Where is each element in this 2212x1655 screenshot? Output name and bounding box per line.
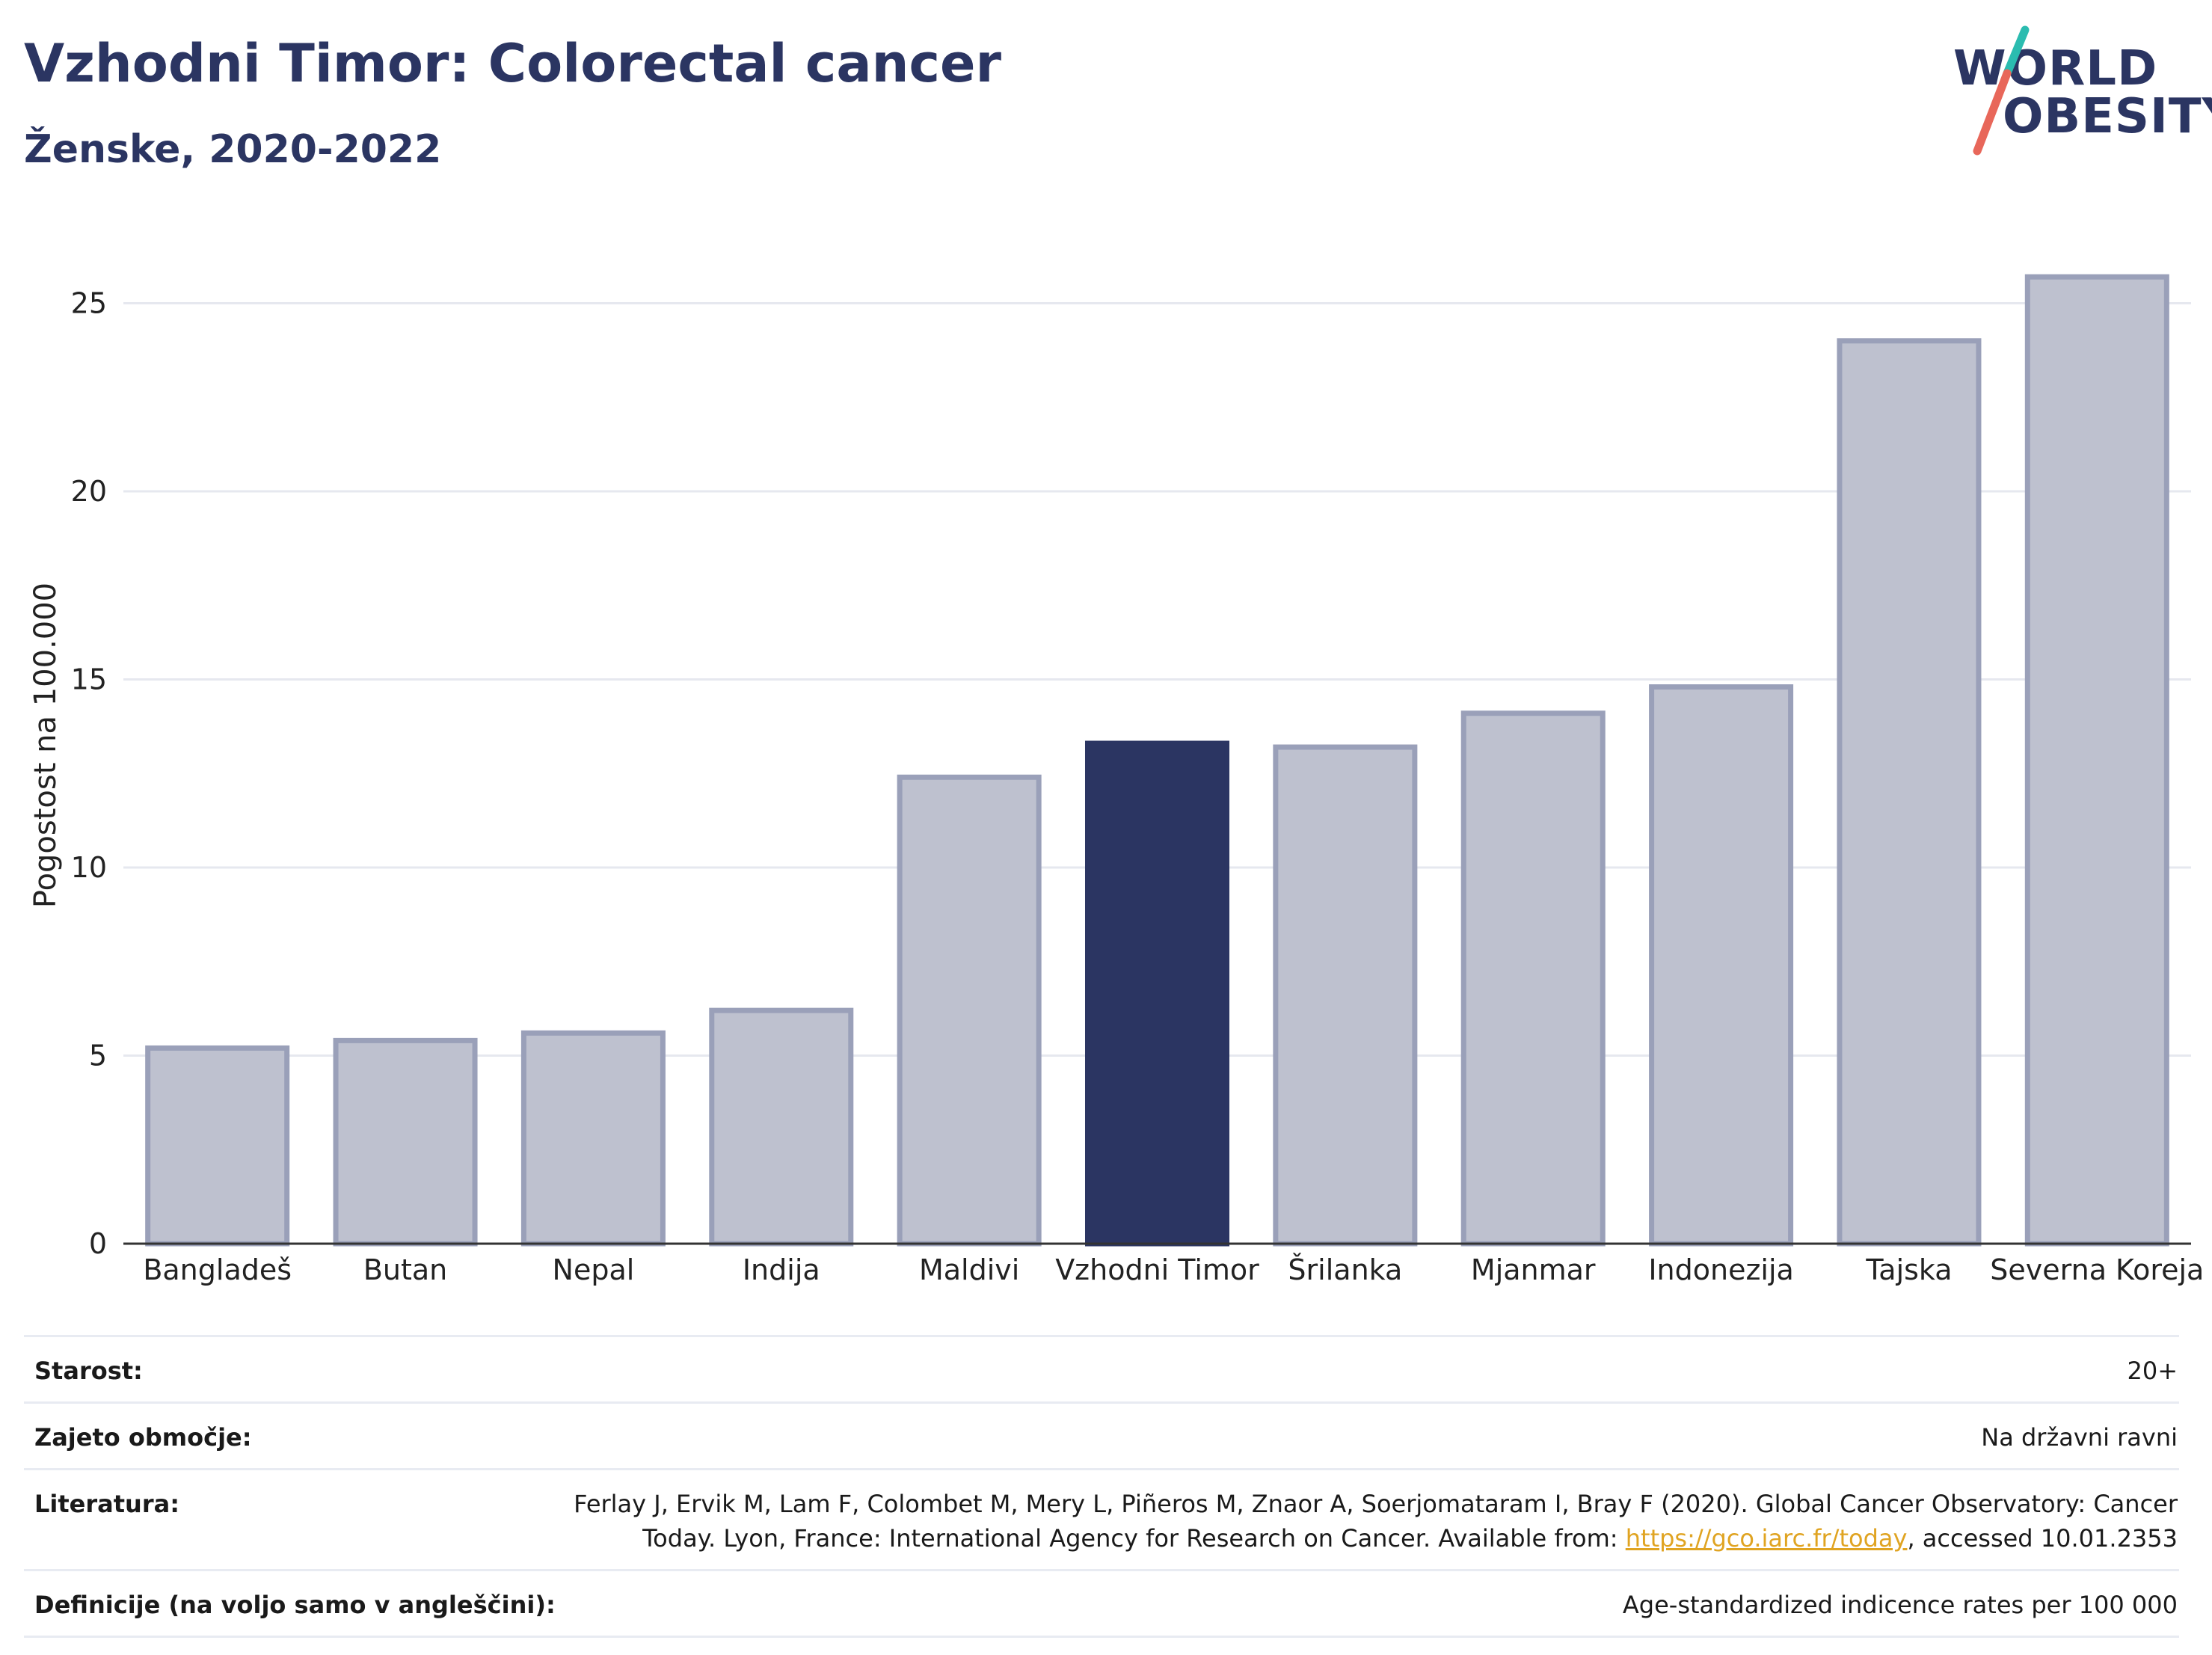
- bar: [333, 1037, 478, 1247]
- x-tick-label: Bangladeš: [143, 1253, 292, 1286]
- chart-title: Vzhodni Timor: Colorectal cancer: [24, 33, 1001, 94]
- bar: [520, 1030, 666, 1247]
- x-tick-label: Mjanmar: [1471, 1253, 1596, 1286]
- bar-chart: 0 5 10 15 20 25 Bangladeš Butan Nepal Indija Maldi…: [28, 274, 2204, 1286]
- bar: [1649, 684, 1794, 1247]
- detail-row-coverage: Zajeto območje: Na državni ravni: [24, 1401, 2179, 1468]
- y-tick-label: 25: [71, 286, 107, 319]
- bar: [1460, 710, 1606, 1247]
- y-axis-label: Pogostost na 100.000: [28, 583, 63, 908]
- detail-label: Zajeto območje:: [34, 1423, 252, 1452]
- chart-subtitle: Ženske, 2020-2022: [24, 127, 442, 172]
- details-table: Starost: 20+ Zajeto območje: Na državni …: [24, 1335, 2179, 1638]
- y-tick-label: 20: [71, 475, 107, 508]
- detail-value: Age-standardized indicence rates per 100…: [1622, 1591, 2178, 1619]
- bar: [709, 1007, 854, 1247]
- detail-value: Ferlay J, Ervik M, Lam F, Colombet M, Me…: [570, 1487, 2179, 1556]
- x-tick-label: Maldivi: [919, 1253, 1019, 1286]
- detail-row-reference: Literatura: Ferlay J, Ervik M, Lam F, Co…: [24, 1468, 2179, 1569]
- detail-value: 20+: [2127, 1357, 2178, 1385]
- y-tick-label: 0: [89, 1227, 107, 1260]
- x-tick-label: Šrilanka: [1288, 1253, 1402, 1286]
- logo-slash-icon: [1973, 25, 2030, 156]
- logo-line-2: OBESITY: [2003, 89, 2212, 144]
- detail-row-age: Starost: 20+: [24, 1335, 2179, 1401]
- x-tick-label: Butan: [363, 1253, 447, 1286]
- x-tick-label: Nepal: [553, 1253, 635, 1286]
- detail-label: Literatura:: [34, 1490, 179, 1518]
- x-tick-label: Tajska: [1865, 1253, 1952, 1286]
- bar: [145, 1045, 290, 1247]
- detail-label: Definicije (na voljo samo v angleščini):: [34, 1591, 556, 1619]
- reference-link[interactable]: https://gco.iarc.fr/today: [1625, 1524, 1908, 1553]
- bar: [1837, 338, 1982, 1247]
- bar: [897, 774, 1042, 1247]
- world-obesity-logo: WORLD OBESITY: [1944, 15, 2212, 165]
- bar: [1273, 744, 1418, 1247]
- y-tick-label: 10: [71, 851, 107, 884]
- bar: [2024, 274, 2169, 1247]
- detail-value: Na državni ravni: [1981, 1423, 2178, 1452]
- logo-line-1: WORLD: [1953, 41, 2158, 96]
- x-tick-label: Severna Koreja: [1990, 1253, 2204, 1286]
- x-tick-label: Indonezija: [1648, 1253, 1793, 1286]
- y-tick-label: 15: [71, 663, 107, 696]
- reference-accessed: , accessed 10.01.2353: [1907, 1524, 2178, 1553]
- x-tick-label: Vzhodni Timor: [1055, 1253, 1259, 1286]
- bar: [1084, 740, 1230, 1247]
- reference-text: Ferlay J, Ervik M, Lam F, Colombet M, Me…: [574, 1490, 2178, 1553]
- x-tick-label: Indija: [743, 1253, 820, 1286]
- y-tick-label: 5: [89, 1039, 107, 1072]
- detail-row-definitions: Definicije (na voljo samo v angleščini):…: [24, 1569, 2179, 1638]
- detail-label: Starost:: [34, 1357, 143, 1385]
